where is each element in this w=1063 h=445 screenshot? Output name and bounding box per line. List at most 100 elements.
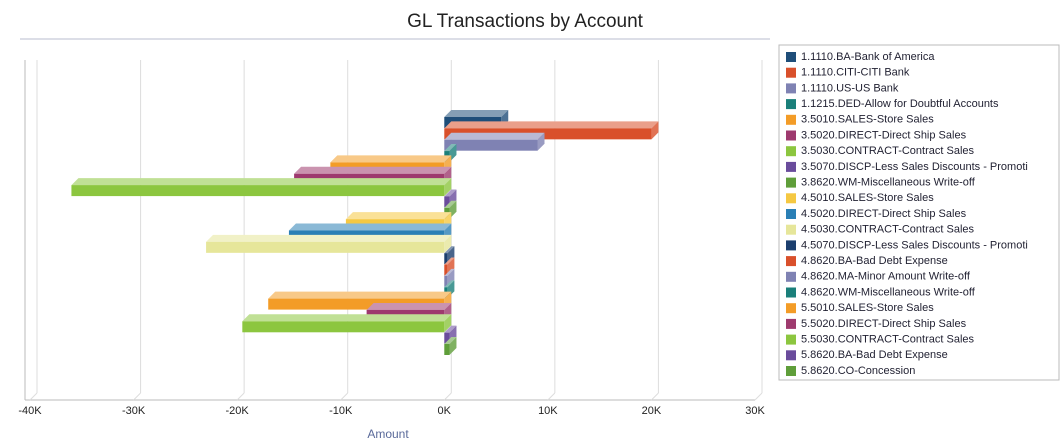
legend-swatch xyxy=(786,114,796,125)
bar-top xyxy=(444,200,457,208)
legend-label: 4.5030.CONTRACT-Contract Sales xyxy=(801,224,975,236)
legend-label: 4.5070.DISCP-Less Sales Discounts - Prom… xyxy=(801,239,1028,251)
legend-swatch xyxy=(786,287,796,298)
legend-swatch xyxy=(786,177,796,188)
bar-top xyxy=(444,257,455,265)
bar-top xyxy=(242,314,452,322)
grid-floor xyxy=(443,392,452,401)
grid-floor xyxy=(340,392,349,401)
grid-floor xyxy=(29,392,38,401)
x-tick-label: -40K xyxy=(18,405,42,417)
bar-side xyxy=(444,314,452,333)
legend-label: 5.5010.SALES-Store Sales xyxy=(801,302,934,314)
bar-top xyxy=(444,189,457,197)
bar xyxy=(444,253,448,265)
bar-top xyxy=(345,212,452,220)
legend-swatch xyxy=(786,67,796,78)
bar-side xyxy=(537,132,545,151)
bar xyxy=(71,185,445,197)
grid-floor xyxy=(547,392,556,401)
legend-swatch xyxy=(786,209,796,219)
bar xyxy=(444,264,448,276)
x-tick-label: 0K xyxy=(438,405,452,417)
legend-swatch xyxy=(786,99,796,110)
legend-label: 5.8620.BA-Bad Debt Expense xyxy=(801,349,948,361)
legend-label: 4.5020.DIRECT-Direct Ship Sales xyxy=(801,208,967,220)
bar-top xyxy=(268,291,452,299)
legend-label: 5.8620.CO-Concession xyxy=(801,365,915,377)
bar-top xyxy=(444,280,455,288)
legend-label: 4.8620.WM-Miscellaneous Write-off xyxy=(801,286,976,298)
bar-side xyxy=(449,337,457,355)
legend-label: 3.5030.CONTRACT-Contract Sales xyxy=(801,145,975,157)
x-tick-label: -10K xyxy=(329,405,353,417)
grid-floor xyxy=(754,392,763,401)
legend-label: 1.1215.DED-Allow for Doubtful Accounts xyxy=(801,98,999,110)
legend-swatch xyxy=(786,256,796,267)
legend-label: 4.5010.SALES-Store Sales xyxy=(801,192,934,204)
legend-swatch xyxy=(786,146,796,157)
bar-top xyxy=(444,121,659,129)
bar-top xyxy=(444,325,457,333)
legend-swatch xyxy=(786,350,796,361)
legend-swatch xyxy=(786,334,796,345)
legend-label: 3.8620.WM-Miscellaneous Write-off xyxy=(801,177,976,189)
x-tick-label: 30K xyxy=(745,405,765,417)
legend-swatch xyxy=(786,271,796,282)
bar xyxy=(444,196,450,208)
legend-label: 3.5010.SALES-Store Sales xyxy=(801,114,934,126)
chart-title: GL Transactions by Account xyxy=(407,11,644,32)
bar-top xyxy=(444,337,457,344)
legend-label: 1.1110.US-US Bank xyxy=(801,82,899,94)
grid-floor xyxy=(651,392,659,401)
legend-swatch xyxy=(786,240,796,251)
legend-label: 3.5020.DIRECT-Direct Ship Sales xyxy=(801,129,967,141)
legend-swatch xyxy=(786,318,796,329)
bar-side xyxy=(444,234,452,253)
legend-swatch xyxy=(786,52,796,62)
bar-side xyxy=(651,121,659,140)
grid-floor xyxy=(133,392,141,401)
legend-swatch xyxy=(786,83,796,94)
bar-top xyxy=(444,132,545,140)
grid-floor xyxy=(236,392,245,401)
bar xyxy=(444,332,450,344)
legend-swatch xyxy=(786,303,796,314)
bar-top xyxy=(366,302,452,310)
bar xyxy=(444,128,652,140)
legend-label: 5.5030.CONTRACT-Contract Sales xyxy=(801,334,975,346)
bar xyxy=(242,321,445,333)
bar xyxy=(444,139,538,151)
bar-top xyxy=(71,178,452,186)
legend-swatch xyxy=(786,224,796,235)
x-tick-label: -30K xyxy=(122,405,146,417)
bar-top xyxy=(444,110,509,117)
bar xyxy=(206,241,445,253)
legend-label: 1.1110.BA-Bank of America xyxy=(801,51,935,63)
legend-swatch xyxy=(786,193,796,204)
legend-label: 1.1110.CITI-CITI Bank xyxy=(801,67,910,79)
bar-top xyxy=(206,234,452,242)
legend-label: 3.5070.DISCP-Less Sales Discounts - Prom… xyxy=(801,161,1028,173)
legend-swatch xyxy=(786,366,796,376)
legend-swatch xyxy=(786,130,796,141)
bar-top xyxy=(444,144,457,152)
legend xyxy=(778,44,1060,381)
bar-side xyxy=(444,178,452,197)
x-tick-label: -20K xyxy=(226,405,250,417)
bar-top xyxy=(288,223,452,231)
bar-top xyxy=(294,166,452,174)
bar xyxy=(444,344,450,355)
legend-label: 5.5020.DIRECT-Direct Ship Sales xyxy=(801,318,967,330)
legend-swatch xyxy=(786,161,796,172)
bar xyxy=(444,275,448,287)
bar xyxy=(268,298,445,310)
x-tick-label: 10K xyxy=(538,405,558,417)
x-axis-label: Amount xyxy=(367,427,409,441)
bar-top xyxy=(330,155,452,163)
legend-label: 4.8620.BA-Bad Debt Expense xyxy=(801,255,948,267)
bar-top xyxy=(444,268,455,276)
legend-label: 4.8620.MA-Minor Amount Write-off xyxy=(801,271,971,283)
bar-top xyxy=(444,246,455,254)
